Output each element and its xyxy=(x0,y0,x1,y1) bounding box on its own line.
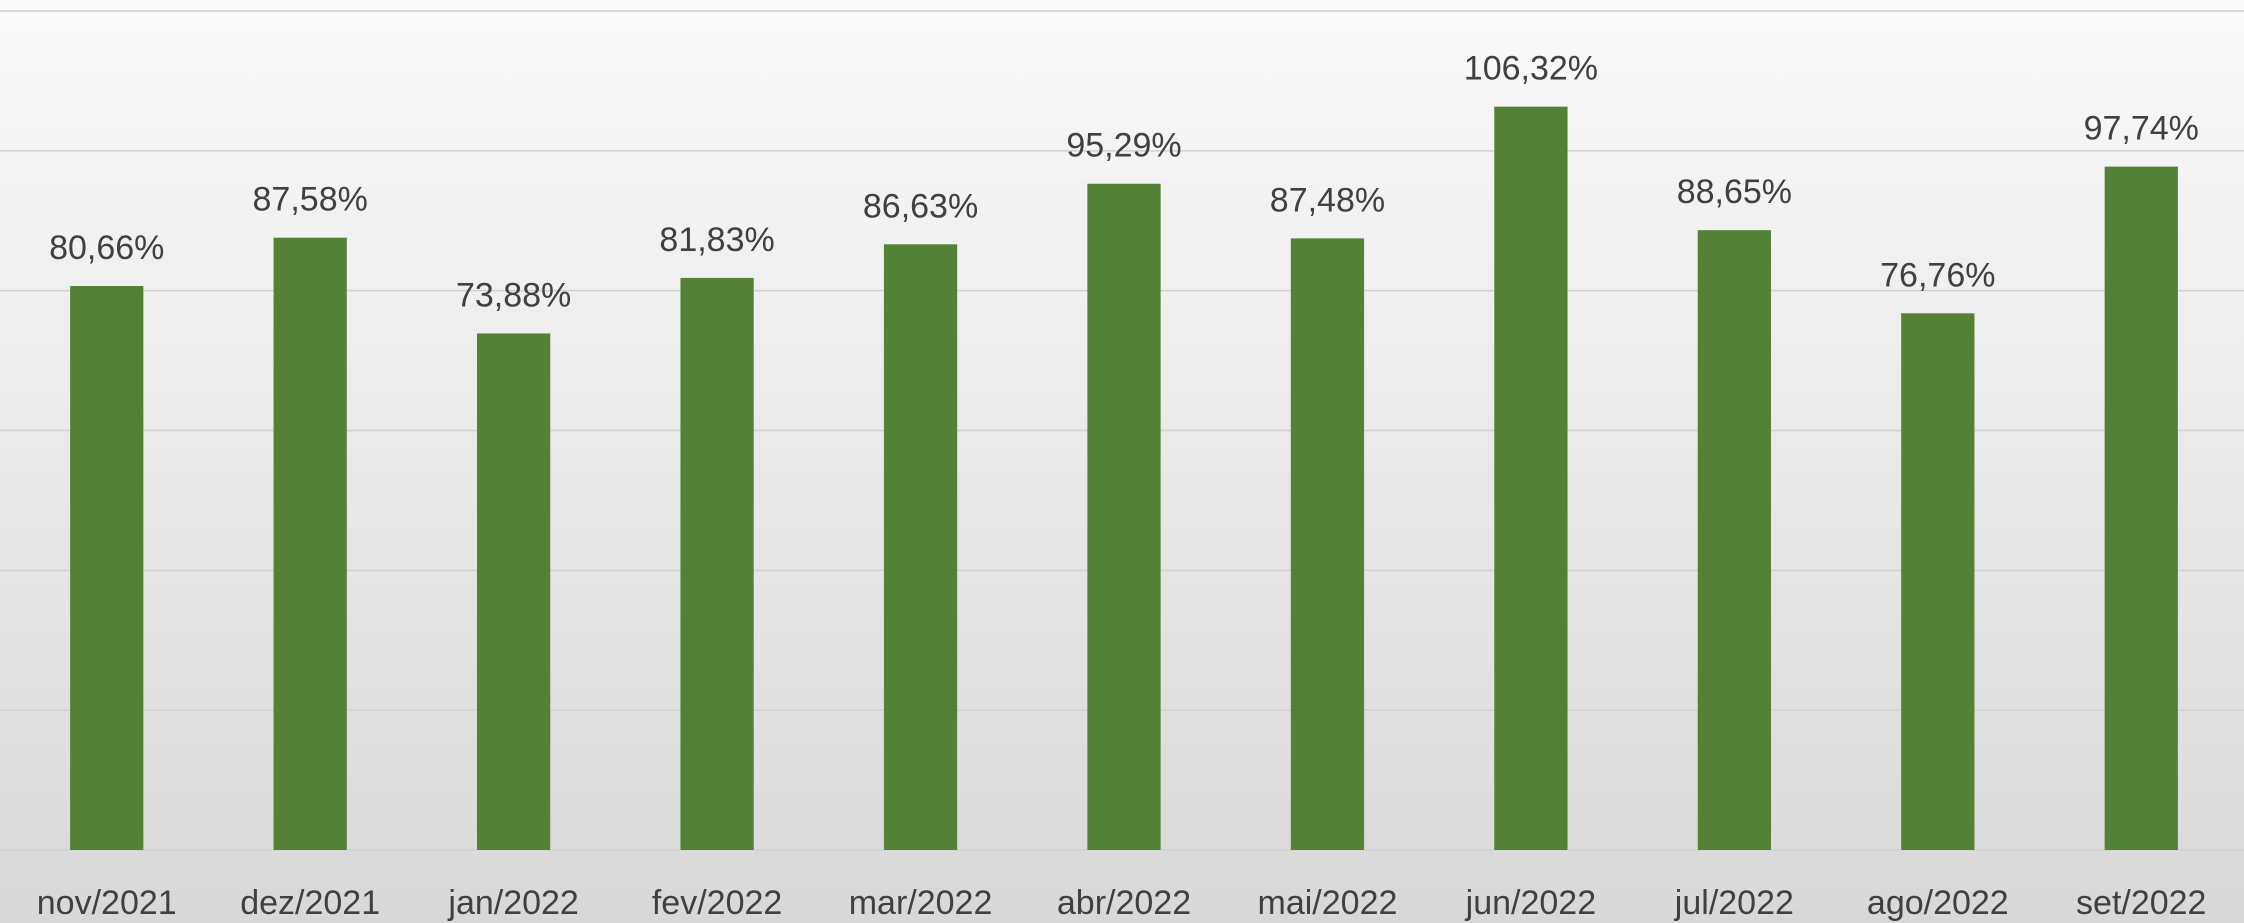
bar xyxy=(1290,238,1365,850)
x-tick-label: set/2022 xyxy=(2076,884,2206,922)
x-tick-label: mar/2022 xyxy=(849,884,993,922)
data-label: 88,65% xyxy=(1677,173,1792,211)
x-tick-label: nov/2021 xyxy=(37,884,177,922)
bar xyxy=(1087,183,1161,850)
x-tick-label: jun/2022 xyxy=(1465,884,1596,922)
data-label: 87,48% xyxy=(1270,181,1385,219)
bar xyxy=(1494,106,1568,851)
data-label: 106,32% xyxy=(1464,50,1598,88)
bar xyxy=(883,244,958,851)
bar xyxy=(273,237,347,851)
data-label: 76,76% xyxy=(1880,256,1995,294)
bar xyxy=(680,277,754,850)
x-tick-label: ago/2022 xyxy=(1867,884,2009,922)
bar xyxy=(1901,313,1975,850)
data-label: 73,88% xyxy=(456,276,571,314)
bar xyxy=(70,286,144,851)
data-label: 81,83% xyxy=(659,221,774,259)
x-tick-label: dez/2021 xyxy=(240,884,380,922)
x-tick-label: fev/2022 xyxy=(652,884,782,922)
data-label: 95,29% xyxy=(1066,127,1181,165)
bar xyxy=(477,333,551,850)
data-label: 87,58% xyxy=(253,181,368,219)
x-tick-label: jan/2022 xyxy=(447,884,578,922)
data-label: 80,66% xyxy=(49,229,164,267)
bar xyxy=(2104,166,2178,850)
x-tick-label: mai/2022 xyxy=(1258,884,1398,922)
data-label: 97,74% xyxy=(2084,110,2199,148)
x-tick-label: abr/2022 xyxy=(1057,884,1191,922)
data-label: 86,63% xyxy=(863,187,978,225)
bar xyxy=(1697,230,1771,851)
x-tick-label: jul/2022 xyxy=(1674,884,1794,922)
